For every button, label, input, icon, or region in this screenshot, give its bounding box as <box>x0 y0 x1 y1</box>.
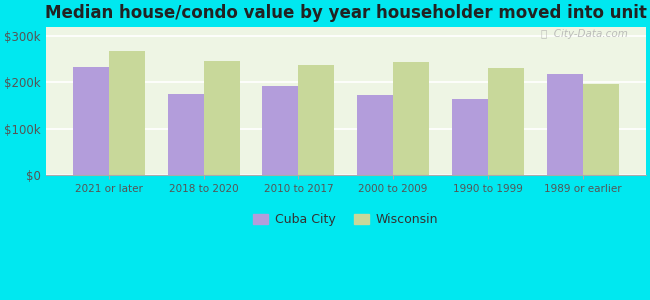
Title: Median house/condo value by year householder moved into unit: Median house/condo value by year househo… <box>45 4 647 22</box>
Bar <box>393 62 429 175</box>
Text: ⓘ  City-Data.com: ⓘ City-Data.com <box>541 29 628 40</box>
Bar <box>73 68 109 175</box>
Bar <box>452 99 488 175</box>
Bar <box>263 86 298 175</box>
Bar <box>357 95 393 175</box>
Bar <box>547 74 582 175</box>
Bar <box>203 61 240 175</box>
Bar <box>109 51 145 175</box>
Bar <box>298 64 334 175</box>
Bar <box>488 68 524 175</box>
Bar <box>582 84 619 175</box>
Bar <box>168 94 203 175</box>
Legend: Cuba City, Wisconsin: Cuba City, Wisconsin <box>248 208 443 231</box>
